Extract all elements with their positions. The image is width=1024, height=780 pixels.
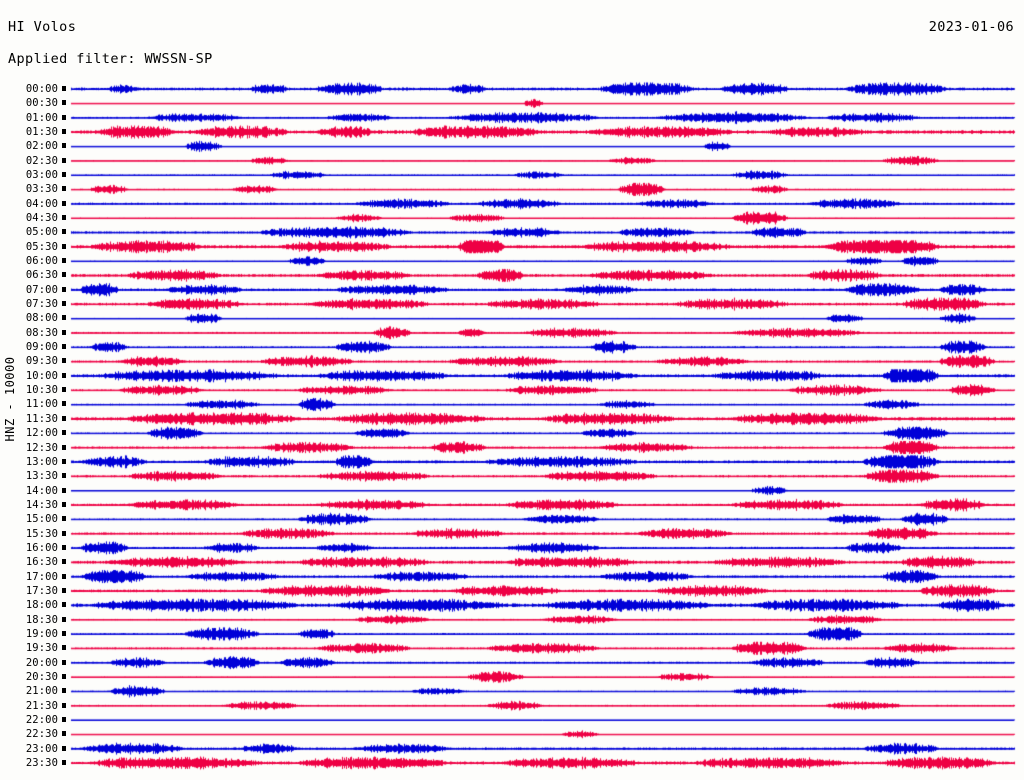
helicorder-page: HI Volos 2023-01-06 Applied filter: WWSS… bbox=[0, 0, 1024, 780]
seismogram-plot bbox=[0, 0, 1024, 780]
